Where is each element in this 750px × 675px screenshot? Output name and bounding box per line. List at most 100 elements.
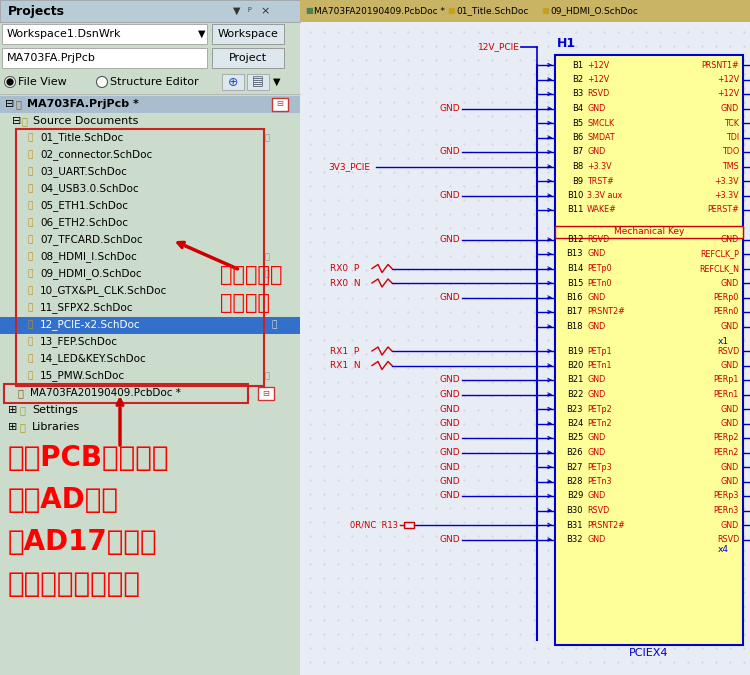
Text: B11: B11: [567, 205, 583, 215]
Bar: [0, 22, 300, 675]
Text: GND: GND: [587, 491, 605, 500]
Text: 📄: 📄: [28, 219, 33, 227]
Text: 📄: 📄: [28, 338, 33, 346]
Text: GND: GND: [440, 235, 460, 244]
Text: PERp3: PERp3: [714, 491, 739, 500]
Bar: [0, 385, 300, 402]
Text: B16: B16: [566, 293, 583, 302]
Text: B20: B20: [567, 361, 583, 370]
Text: GND: GND: [440, 419, 460, 428]
Text: Project: Project: [229, 53, 267, 63]
Text: REFCLK_P: REFCLK_P: [700, 250, 739, 259]
Text: B13: B13: [566, 250, 583, 259]
Text: 12V_PCIE: 12V_PCIE: [478, 43, 520, 51]
Text: 06_ETH2.SchDoc: 06_ETH2.SchDoc: [40, 217, 128, 228]
Text: TDO: TDO: [722, 148, 739, 157]
Text: 3V3_PCIE: 3V3_PCIE: [328, 162, 370, 171]
Text: 10_GTX&PL_CLK.SchDoc: 10_GTX&PL_CLK.SchDoc: [40, 286, 167, 296]
Text: PRSNT2#: PRSNT2#: [587, 308, 625, 317]
Text: Mechanical Key: Mechanical Key: [614, 227, 684, 236]
Text: B24: B24: [567, 419, 583, 428]
Text: PERp0: PERp0: [714, 293, 739, 302]
Text: ▼: ▼: [273, 77, 280, 87]
Text: +12V: +12V: [717, 90, 739, 99]
Text: 01_Title.SchDoc: 01_Title.SchDoc: [40, 132, 123, 144]
Bar: [222, 74, 244, 90]
Text: 14_LED&KEY.SchDoc: 14_LED&KEY.SchDoc: [40, 354, 147, 364]
Bar: [4, 384, 248, 403]
Text: 04_USB3.0.SchDoc: 04_USB3.0.SchDoc: [40, 184, 139, 194]
Text: B30: B30: [566, 506, 583, 515]
Text: ᵖ: ᵖ: [248, 6, 252, 16]
Text: PETn2: PETn2: [587, 419, 612, 428]
Text: MA703FA20190409.PcbDoc *: MA703FA20190409.PcbDoc *: [314, 7, 445, 16]
Text: RSVD: RSVD: [587, 506, 609, 515]
Text: PERp1: PERp1: [714, 375, 739, 385]
Text: B27: B27: [566, 462, 583, 472]
Text: GND: GND: [440, 477, 460, 486]
Bar: [555, 55, 743, 645]
Text: GND: GND: [440, 148, 460, 157]
Text: 07_TFCARD.SchDoc: 07_TFCARD.SchDoc: [40, 234, 142, 246]
Text: RX0  P: RX0 P: [330, 264, 359, 273]
Text: B21: B21: [567, 375, 583, 385]
Text: 📄: 📄: [28, 321, 33, 329]
Text: 09_HDMI_O.SchDoc: 09_HDMI_O.SchDoc: [40, 269, 142, 279]
Text: TRST#: TRST#: [587, 176, 613, 186]
Text: B22: B22: [567, 390, 583, 399]
Text: 📄: 📄: [28, 236, 33, 244]
Text: PETp2: PETp2: [587, 404, 612, 414]
Text: 03_UART.SchDoc: 03_UART.SchDoc: [40, 167, 127, 178]
Text: B15: B15: [567, 279, 583, 288]
Text: ⊟: ⊟: [262, 389, 269, 398]
Text: ▼: ▼: [233, 6, 241, 16]
Bar: [272, 98, 288, 111]
Text: 📄: 📄: [28, 167, 33, 176]
Text: GND: GND: [587, 322, 605, 331]
Text: PRSNT1#: PRSNT1#: [701, 61, 739, 70]
Text: 0R/NC  R13: 0R/NC R13: [350, 520, 398, 529]
Text: GND: GND: [721, 279, 739, 288]
Text: B32: B32: [566, 535, 583, 544]
Circle shape: [4, 76, 16, 88]
Bar: [16, 129, 264, 386]
Text: Structure Editor: Structure Editor: [110, 77, 199, 87]
Bar: [247, 74, 269, 90]
Text: PCIEX4: PCIEX4: [629, 648, 669, 658]
Text: +12V: +12V: [717, 75, 739, 84]
Text: 📄: 📄: [28, 286, 33, 296]
Text: MA703FA20190409.PcbDoc *: MA703FA20190409.PcbDoc *: [30, 388, 181, 398]
Text: B19: B19: [567, 346, 583, 356]
Text: B10: B10: [567, 191, 583, 200]
Bar: [0, 317, 300, 334]
Text: GND: GND: [440, 491, 460, 500]
Text: RX0  N: RX0 N: [330, 279, 361, 288]
Text: Workspace: Workspace: [217, 29, 278, 39]
Text: GND: GND: [721, 462, 739, 472]
Text: 01_Title.SchDoc: 01_Title.SchDoc: [456, 7, 529, 16]
Text: B31: B31: [566, 520, 583, 529]
Text: RSVD: RSVD: [717, 535, 739, 544]
Bar: [0, 0, 300, 22]
Text: B9: B9: [572, 176, 583, 186]
Text: PETp3: PETp3: [587, 462, 612, 472]
Text: GND: GND: [440, 535, 460, 544]
Text: B2: B2: [572, 75, 583, 84]
Text: RX1  N: RX1 N: [330, 361, 361, 370]
Text: 📄: 📄: [265, 269, 270, 279]
Text: +12V: +12V: [587, 61, 609, 70]
Text: GND: GND: [440, 462, 460, 472]
Text: x1: x1: [718, 337, 729, 346]
Text: GND: GND: [721, 404, 739, 414]
Bar: [300, 22, 750, 675]
Text: B14: B14: [567, 264, 583, 273]
Text: +3.3V: +3.3V: [714, 191, 739, 200]
Text: RSVD: RSVD: [587, 235, 609, 244]
Text: +3.3V: +3.3V: [714, 176, 739, 186]
Text: ■: ■: [447, 7, 455, 16]
Text: RSVD: RSVD: [717, 346, 739, 356]
Text: SMDAT: SMDAT: [587, 133, 615, 142]
Bar: [0, 96, 300, 113]
Text: 📄: 📄: [28, 354, 33, 364]
Text: B5: B5: [572, 119, 583, 128]
